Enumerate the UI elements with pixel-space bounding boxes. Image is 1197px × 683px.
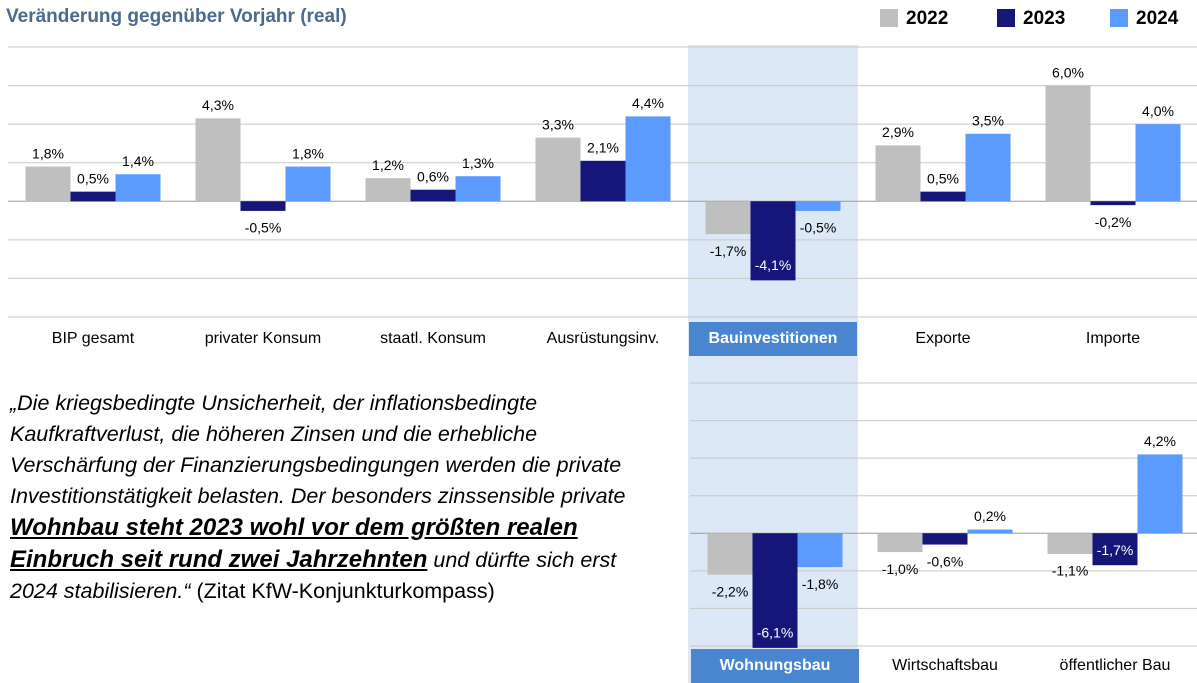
legend-label: 2023 bbox=[1023, 8, 1065, 29]
value-label: 0,6% bbox=[417, 168, 449, 184]
legend-label: 2024 bbox=[1136, 8, 1179, 29]
bar bbox=[965, 133, 1011, 202]
quote-text: und dürfte sich erst 2024 stabilisieren.… bbox=[10, 548, 617, 603]
bar bbox=[752, 533, 798, 648]
bar bbox=[285, 166, 331, 202]
bar bbox=[967, 529, 1013, 534]
x-tick-label: öffentlicher Bau bbox=[1060, 657, 1171, 674]
bar bbox=[1045, 85, 1091, 202]
bar bbox=[1047, 533, 1093, 554]
value-label: -1,0% bbox=[882, 561, 919, 577]
bar bbox=[875, 145, 921, 202]
bar bbox=[195, 118, 241, 202]
value-label: -0,6% bbox=[927, 553, 964, 569]
value-label: 3,5% bbox=[972, 112, 1004, 128]
x-tick-label: Importe bbox=[1086, 330, 1140, 347]
bar bbox=[455, 176, 501, 202]
x-tick-label: Exporte bbox=[915, 330, 970, 347]
x-tick-label: Bauinvestitionen bbox=[709, 330, 838, 347]
legend-label: 2022 bbox=[906, 8, 948, 29]
quote: „Die kriegsbedingte Unsicherheit, der in… bbox=[10, 388, 660, 607]
bar bbox=[1090, 201, 1136, 206]
value-label: 4,2% bbox=[1144, 433, 1176, 449]
x-tick-label: staatl. Konsum bbox=[380, 330, 486, 347]
bar bbox=[625, 116, 671, 202]
value-label: -1,8% bbox=[802, 576, 839, 592]
bar bbox=[797, 533, 843, 568]
bar bbox=[365, 178, 411, 202]
value-label: -0,5% bbox=[800, 220, 837, 236]
value-label: -4,1% bbox=[755, 257, 792, 273]
value-label: 0,5% bbox=[77, 170, 109, 186]
legend-swatch bbox=[880, 9, 898, 27]
x-tick-label: Ausrüstungsinv. bbox=[547, 330, 660, 347]
bar bbox=[1135, 124, 1181, 202]
bar bbox=[1092, 533, 1138, 566]
x-tick-label: Wohnungsbau bbox=[720, 657, 831, 674]
bar bbox=[877, 533, 923, 553]
value-label: 1,8% bbox=[292, 145, 324, 161]
value-label: 0,5% bbox=[927, 170, 959, 186]
value-label: 4,0% bbox=[1142, 103, 1174, 119]
x-tick-label: privater Konsum bbox=[205, 330, 322, 347]
value-label: 2,9% bbox=[882, 124, 914, 140]
bar bbox=[920, 191, 966, 202]
bar bbox=[70, 191, 116, 202]
bar bbox=[795, 201, 841, 211]
value-label: 1,2% bbox=[372, 157, 404, 173]
value-label: -6,1% bbox=[757, 625, 794, 641]
value-label: -0,5% bbox=[245, 220, 282, 236]
value-label: 4,3% bbox=[202, 97, 234, 113]
bar bbox=[922, 533, 968, 545]
bar bbox=[705, 201, 751, 235]
legend-swatch bbox=[1110, 9, 1128, 27]
value-label: 0,2% bbox=[974, 508, 1006, 524]
bar bbox=[750, 201, 796, 281]
value-label: 1,3% bbox=[462, 155, 494, 171]
value-label: 1,8% bbox=[32, 145, 64, 161]
value-label: 2,1% bbox=[587, 139, 619, 155]
bar bbox=[240, 201, 286, 211]
bar bbox=[25, 166, 71, 202]
value-label: 3,3% bbox=[542, 116, 574, 132]
value-label: 6,0% bbox=[1052, 64, 1084, 80]
value-label: -1,1% bbox=[1052, 563, 1089, 579]
value-label: -0,2% bbox=[1095, 214, 1132, 230]
bar bbox=[410, 189, 456, 202]
x-tick-label: BIP gesamt bbox=[52, 330, 135, 347]
bar bbox=[115, 174, 161, 202]
quote-emphasis: Wohnbau steht 2023 wohl vor dem größten … bbox=[10, 514, 578, 573]
quote-text: „Die kriegsbedingte Unsicherheit, der in… bbox=[10, 391, 626, 508]
bar bbox=[580, 160, 626, 202]
x-tick-label: Wirtschaftsbau bbox=[892, 657, 998, 674]
value-label: -1,7% bbox=[1097, 542, 1134, 558]
value-label: 1,4% bbox=[122, 153, 154, 169]
value-label: -2,2% bbox=[712, 583, 749, 599]
category-highlight bbox=[689, 322, 857, 356]
chart-title: Veränderung gegenüber Vorjahr (real) bbox=[6, 6, 347, 27]
bar bbox=[535, 137, 581, 202]
bar bbox=[1137, 454, 1183, 534]
bar bbox=[707, 533, 753, 575]
value-label: -1,7% bbox=[710, 243, 747, 259]
quote-source: (Zitat KfW-Konjunkturkompass) bbox=[196, 579, 495, 603]
legend-swatch bbox=[997, 9, 1015, 27]
value-label: 4,4% bbox=[632, 95, 664, 111]
category-highlight bbox=[691, 649, 859, 683]
